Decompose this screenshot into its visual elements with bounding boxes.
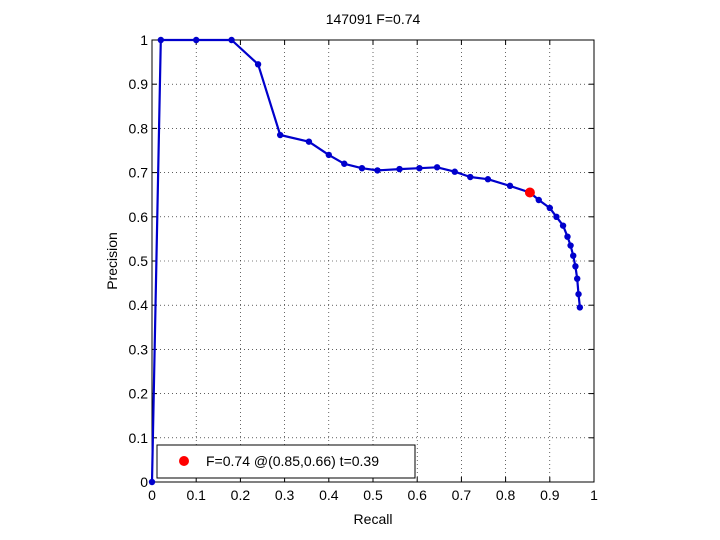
x-tick-label: 0.8: [496, 487, 516, 503]
y-tick-label: 0.2: [129, 386, 149, 402]
pr-curve-point: [484, 176, 492, 183]
pr-curve-point: [396, 165, 403, 173]
pr-curve-point: [567, 242, 574, 249]
x-tick-label: 0.7: [452, 487, 472, 503]
pr-curve-point: [546, 204, 553, 212]
pr-curve-point: [575, 290, 582, 298]
pr-curve-point: [341, 160, 348, 167]
x-tick-label: 0.5: [363, 487, 383, 503]
pr-curve-point: [148, 478, 156, 486]
pr-curve-point: [276, 131, 284, 139]
x-tick-label: 0.9: [540, 487, 560, 503]
y-axis-label: Precision: [104, 232, 120, 290]
pr-curve-point: [570, 252, 577, 259]
pr-curve-point: [325, 151, 332, 159]
x-axis-label: Recall: [354, 511, 393, 527]
pr-curve-point: [535, 196, 542, 204]
y-tick-label: 0.1: [129, 430, 149, 446]
x-tick-label: 0.3: [275, 487, 295, 503]
y-tick-label: 0.6: [129, 209, 149, 225]
legend-marker: [179, 456, 189, 466]
y-tick-label: 0.4: [129, 297, 149, 313]
x-tick-label: 0.2: [231, 487, 251, 503]
pr-curve-point: [451, 168, 458, 175]
axis-ticks: 0 0.1 0.2 0.3 0.4 0.5 0.6 0.7 0.8 0.9 1 0 0.1 0.2 0.3 0…: [129, 32, 599, 503]
pr-curve-point: [467, 173, 474, 181]
x-tick-label: 0.6: [407, 487, 427, 503]
pr-curve-point: [305, 138, 313, 145]
pr-curve-point: [564, 233, 571, 240]
y-tick-label: 1: [140, 32, 148, 48]
legend-box: [156, 444, 416, 479]
legend-label: F=0.74 @(0.85,0.66) t=0.39: [206, 453, 379, 469]
pr-curve-point: [506, 182, 514, 190]
pr-curve-point: [576, 304, 584, 311]
pr-curve-point: [254, 61, 262, 68]
pr-curve-point: [559, 222, 567, 229]
pr-curve-point: [157, 36, 165, 44]
grid: [152, 40, 594, 482]
pr-curve-point: [193, 36, 200, 44]
y-tick-label: 0.9: [129, 76, 149, 92]
best-f-point: [524, 187, 535, 198]
pr-curve-point: [572, 263, 579, 270]
y-tick-label: 0.7: [129, 165, 149, 181]
x-tick-label: 0.1: [186, 487, 206, 503]
pr-curve-point: [374, 167, 381, 174]
chart-title: 147091 F=0.74: [326, 11, 421, 27]
pr-curve-point: [416, 164, 423, 172]
y-tick-label: 0.5: [129, 253, 149, 269]
x-tick-label: 1: [590, 487, 598, 503]
best-f-marker: [524, 187, 535, 198]
pr-curve-point: [358, 164, 366, 172]
x-tick-label: 0.4: [319, 487, 339, 503]
legend: F=0.74 @(0.85,0.66) t=0.39: [156, 444, 416, 479]
pr-curve-point: [228, 36, 235, 44]
y-tick-label: 0.3: [129, 341, 149, 357]
series-points: [148, 36, 584, 486]
pr-curve-point: [433, 164, 441, 171]
y-tick-label: 0.8: [129, 120, 149, 136]
x-tick-label: 0: [148, 487, 156, 503]
pr-curve-point: [553, 213, 560, 220]
pr-curve-point: [574, 275, 581, 282]
y-tick-label: 0: [140, 474, 148, 490]
